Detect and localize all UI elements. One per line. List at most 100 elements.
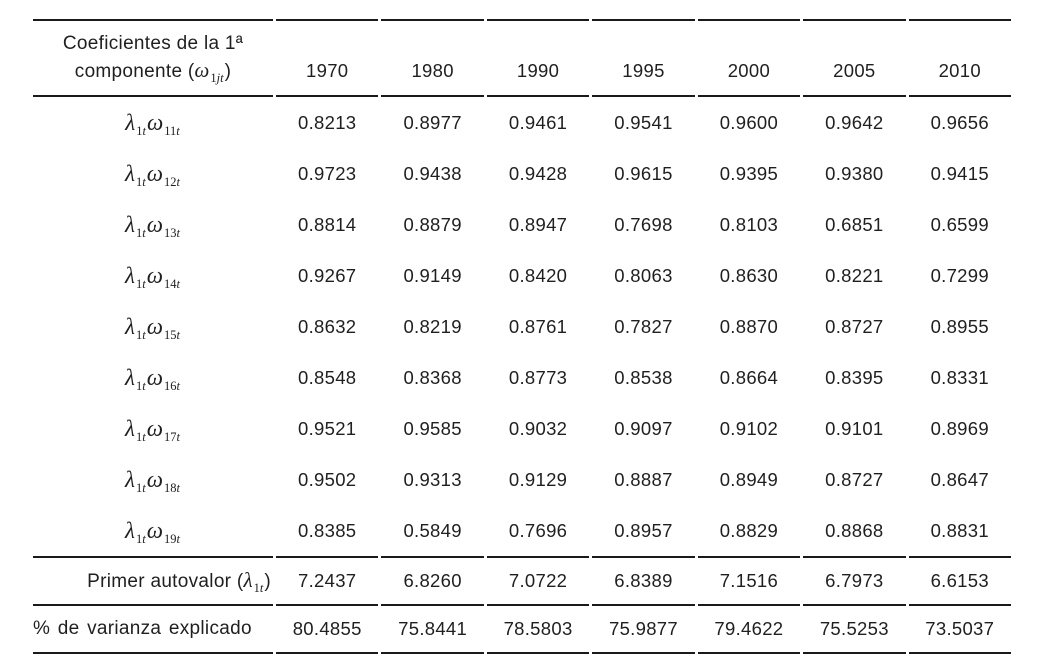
coef-value: 0.8331 (930, 366, 989, 388)
coef-row: λ1tω11t 0.8213 0.8977 0.9461 0.9541 0.9600 0.9… (33, 97, 1011, 148)
coef-value: 0.9438 (403, 162, 462, 184)
coef-value: 0.8957 (614, 519, 673, 541)
coef-row: λ1tω13t 0.8814 0.8879 0.8947 0.7698 0.8103 0.6… (33, 199, 1011, 250)
math-subscript: 1t (136, 480, 146, 495)
coef-value: 0.6599 (930, 213, 989, 235)
omega-symbol: ω (146, 211, 163, 237)
coef-value: 0.7696 (508, 519, 568, 541)
coef-row-label: λ1tω17t (33, 403, 273, 454)
table-title-line1: Coeficientes de la 1ª (62, 33, 244, 54)
coef-value: 0.8647 (930, 468, 989, 490)
coef-value: 0.8831 (930, 519, 989, 541)
coef-value: 0.9656 (930, 111, 989, 133)
coef-value: 0.8868 (825, 519, 884, 541)
coef-row: λ1tω12t 0.9723 0.9438 0.9428 0.9615 0.9395 0.9… (33, 148, 1011, 199)
lambda-subscript: 1t (253, 580, 264, 595)
coef-value: 0.8949 (719, 468, 779, 490)
year-header: 2005 (803, 19, 906, 97)
coef-value: 0.8632 (298, 315, 357, 337)
coef-value: 0.8955 (930, 315, 989, 337)
coef-value: 0.9032 (508, 417, 568, 439)
omega-symbol: ω (146, 415, 163, 441)
year-header: 1970 (276, 19, 379, 97)
omega-symbol: ω (146, 262, 163, 288)
coef-value: 0.9102 (719, 417, 779, 439)
math-subscript: 1t (136, 174, 146, 189)
coef-value: 0.8727 (825, 468, 884, 490)
math-subscript: 1t (136, 225, 146, 240)
autovalor-label: Primer autovalor (λ1t) (33, 556, 273, 606)
lambda-symbol: λ (125, 415, 135, 441)
coef-value: 0.7299 (930, 264, 989, 286)
varianza-value: 73.5037 (908, 606, 1011, 654)
coef-row: λ1tω16t 0.8548 0.8368 0.8773 0.8538 0.8664 0.8… (33, 352, 1011, 403)
autovalor-value: 6.8389 (592, 556, 695, 606)
coefficients-table: Coeficientes de la 1ª componente (ω1jt) … (30, 19, 1014, 654)
coef-value: 0.8219 (403, 315, 462, 337)
coef-value: 0.8761 (508, 315, 568, 337)
coef-value: 0.9615 (614, 162, 673, 184)
lambda-symbol: λ (125, 211, 135, 237)
math-subscript: 12t (163, 174, 180, 189)
math-subscript: 17t (163, 429, 180, 444)
coef-value: 0.8977 (403, 111, 462, 133)
coef-value: 0.8548 (298, 366, 357, 388)
coef-value: 0.9129 (508, 468, 568, 490)
omega-symbol: ω (146, 466, 163, 492)
coef-row: λ1tω15t 0.8632 0.8219 0.8761 0.7827 0.8870 0.8… (33, 301, 1011, 352)
math-subscript: 1t (136, 378, 146, 393)
coef-value: 0.9149 (403, 264, 462, 286)
lambda-symbol: λ (125, 262, 135, 288)
lambda-symbol: λ (125, 160, 135, 186)
autovalor-value: 6.6153 (908, 556, 1011, 606)
coef-value: 0.9541 (614, 111, 673, 133)
coef-value: 0.9101 (825, 417, 884, 439)
coef-value: 0.8829 (719, 519, 779, 541)
coef-value: 0.7827 (614, 315, 673, 337)
coef-value: 0.9428 (508, 162, 568, 184)
coef-value: 0.8814 (298, 213, 357, 235)
math-subscript: 1t (136, 429, 146, 444)
varianza-row: % de varianza explicado 80.4855 75.8441 78… (33, 606, 1011, 654)
table-title: Coeficientes de la 1ª componente (ω1jt) (33, 19, 273, 97)
lambda-symbol: λ (125, 364, 135, 390)
coef-value: 0.8879 (403, 213, 462, 235)
autovalor-value: 7.2437 (276, 556, 379, 606)
lambda-symbol: λ (125, 109, 136, 135)
coef-row: λ1tω19t 0.8385 0.5849 0.7696 0.8957 0.8829 0.8… (33, 505, 1011, 556)
math-subscript: 18t (163, 480, 180, 495)
coef-value: 0.9600 (719, 111, 779, 133)
varianza-label: % de varianza explicado (33, 606, 273, 654)
coef-value: 0.8887 (614, 468, 673, 490)
coef-value: 0.8630 (719, 264, 779, 286)
coef-value: 0.9415 (930, 162, 989, 184)
math-subscript: 16t (163, 378, 180, 393)
table-title-line2-suffix: ) (224, 61, 232, 82)
coef-value: 0.8103 (719, 213, 779, 235)
math-subscript: 13t (163, 225, 180, 240)
coef-value: 0.9313 (403, 468, 462, 490)
varianza-value: 80.4855 (276, 606, 379, 654)
header-row: Coeficientes de la 1ª componente (ω1jt) … (33, 19, 1011, 97)
coef-row-label: λ1tω19t (33, 505, 273, 556)
coef-body: λ1tω11t 0.8213 0.8977 0.9461 0.9541 0.9600 0.9… (33, 97, 1011, 556)
coef-value: 0.8947 (508, 213, 568, 235)
coef-value: 0.9723 (298, 162, 357, 184)
coef-row-label: λ1tω12t (33, 148, 273, 199)
math-subscript: 1t (136, 123, 146, 138)
coef-value: 0.9267 (298, 264, 357, 286)
coef-row: λ1tω18t 0.9502 0.9313 0.9129 0.8887 0.8949 0.8… (33, 454, 1011, 505)
autovalor-value: 7.1516 (697, 556, 801, 606)
coef-value: 0.6851 (825, 213, 884, 235)
lambda-symbol: λ (243, 567, 253, 592)
coef-value: 0.8221 (825, 264, 884, 286)
coef-row-label: λ1tω18t (33, 454, 273, 505)
math-subscript: 15t (163, 327, 180, 342)
coef-value: 0.5849 (403, 519, 462, 541)
coef-value: 0.8213 (298, 111, 357, 133)
autovalor-value: 7.0722 (486, 556, 590, 606)
omega-symbol: ω (146, 364, 163, 390)
coef-value: 0.8664 (719, 366, 779, 388)
omega-symbol: ω (146, 313, 163, 339)
autovalor-value: 6.8260 (381, 556, 484, 606)
